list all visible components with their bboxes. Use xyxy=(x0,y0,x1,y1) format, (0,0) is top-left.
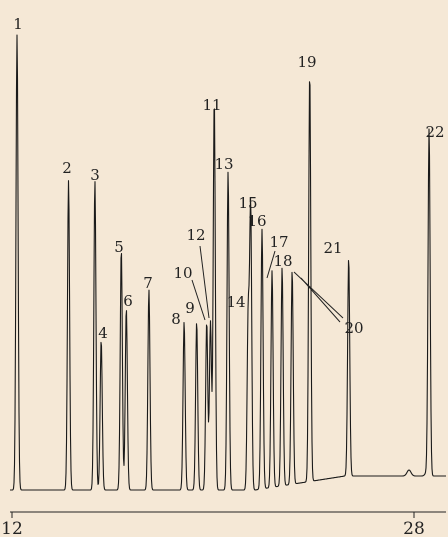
x-tick-label: 12 xyxy=(1,519,23,537)
peak-label-16: 16 xyxy=(247,212,266,230)
peak-label-15: 15 xyxy=(238,194,257,212)
label-leader-lines xyxy=(191,245,344,323)
peak-label-17: 17 xyxy=(269,233,288,251)
peak-label-7: 7 xyxy=(143,274,153,292)
peak-label-21: 21 xyxy=(323,239,342,257)
x-tick-label: 28 xyxy=(403,519,425,537)
peak-label-20: 20 xyxy=(344,319,363,337)
x-ticks: 12 28 xyxy=(1,512,425,537)
peak-label-12: 12 xyxy=(186,226,205,244)
leader-line xyxy=(300,277,341,323)
peak-label-8: 8 xyxy=(171,310,181,328)
peak-label-5: 5 xyxy=(114,238,124,256)
peak-label-13: 13 xyxy=(214,155,233,173)
leader-line xyxy=(266,250,276,279)
peak-label-1: 1 xyxy=(13,15,23,33)
peak-label-2: 2 xyxy=(62,159,72,177)
peak-label-4: 4 xyxy=(98,324,108,342)
chromatogram-trace xyxy=(9,34,447,491)
peak-label-9: 9 xyxy=(185,299,195,317)
leader-line xyxy=(191,279,206,321)
peak-label-3: 3 xyxy=(90,166,100,184)
peak-label-11: 11 xyxy=(202,96,221,114)
peak-label-22: 22 xyxy=(425,123,444,141)
peak-label-19: 19 xyxy=(297,53,316,71)
peak-label-10: 10 xyxy=(173,264,192,282)
peak-label-6: 6 xyxy=(123,292,133,310)
peak-label-18: 18 xyxy=(273,252,292,270)
peak-label-14: 14 xyxy=(226,293,245,311)
leader-line xyxy=(199,245,210,319)
